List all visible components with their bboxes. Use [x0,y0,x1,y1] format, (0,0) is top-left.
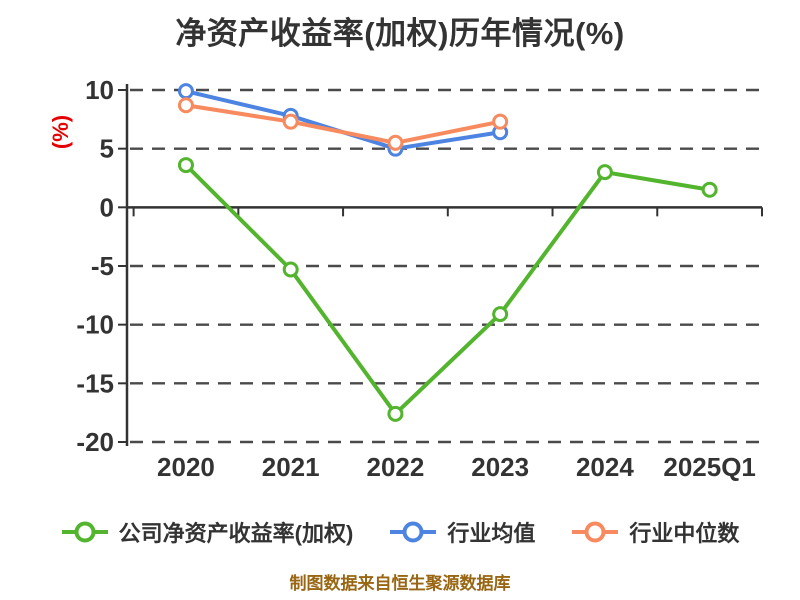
data-point-marker [177,97,194,114]
data-source-note: 制图数据来自恒生聚源数据库 [289,574,511,593]
legend-item-industry-median: 行业中位数 [571,516,739,548]
legend-item-industry-mean: 行业均值 [389,516,535,548]
series-line-industry-median [183,103,503,145]
legend-label-industry-median: 行业中位数 [629,521,740,546]
data-point-marker [387,134,404,151]
data-point-marker [596,164,613,181]
y-tick-label-1: 5 [100,134,114,164]
legend-item-company-roe: 公司净资产收益率(加权) [61,516,354,548]
series-line-industry-mean [183,89,503,151]
y-tick-label-5: -15 [76,368,114,398]
y-tick-label-3: -5 [91,251,114,281]
series-line-company-roe [183,163,712,416]
data-point-marker [387,405,404,422]
data-point-marker [492,113,509,130]
chart-legend: 公司净资产收益率(加权) 行业均值 行业中位数 [0,516,800,548]
legend-label-company-roe: 公司净资产收益率(加权) [118,521,354,546]
x-tick-label-5: 2025Q1 [663,452,756,482]
data-point-marker [701,181,718,198]
chart-plot-area: 10 5 0 -5 -10 -15 -20 2020 2021 2022 2023 2024 2025Q… [48,75,763,482]
x-tick-label-2: 2022 [367,452,425,482]
y-tick-label-4: -10 [76,310,114,340]
line-marker-icon [572,521,619,543]
line-marker-icon [390,521,437,543]
x-tick-label-4: 2024 [576,452,634,482]
y-tick-label-0: 10 [85,75,114,105]
x-tick-label-1: 2021 [262,452,320,482]
data-point-marker [492,306,509,323]
data-point-marker [282,113,299,130]
data-point-marker [282,261,299,278]
x-tick-label-3: 2023 [471,452,529,482]
chart-title: 净资产收益率(加权)历年情况(%) [175,16,625,51]
y-tick-label-6: -20 [76,427,114,457]
data-point-marker [177,83,194,100]
y-tick-label-2: 0 [100,192,114,222]
data-point-marker [177,157,194,174]
legend-label-industry-mean: 行业均值 [447,521,536,546]
x-tick-label-0: 2020 [157,452,215,482]
y-axis-unit-label: (%) [48,115,73,149]
line-marker-icon [61,521,108,543]
